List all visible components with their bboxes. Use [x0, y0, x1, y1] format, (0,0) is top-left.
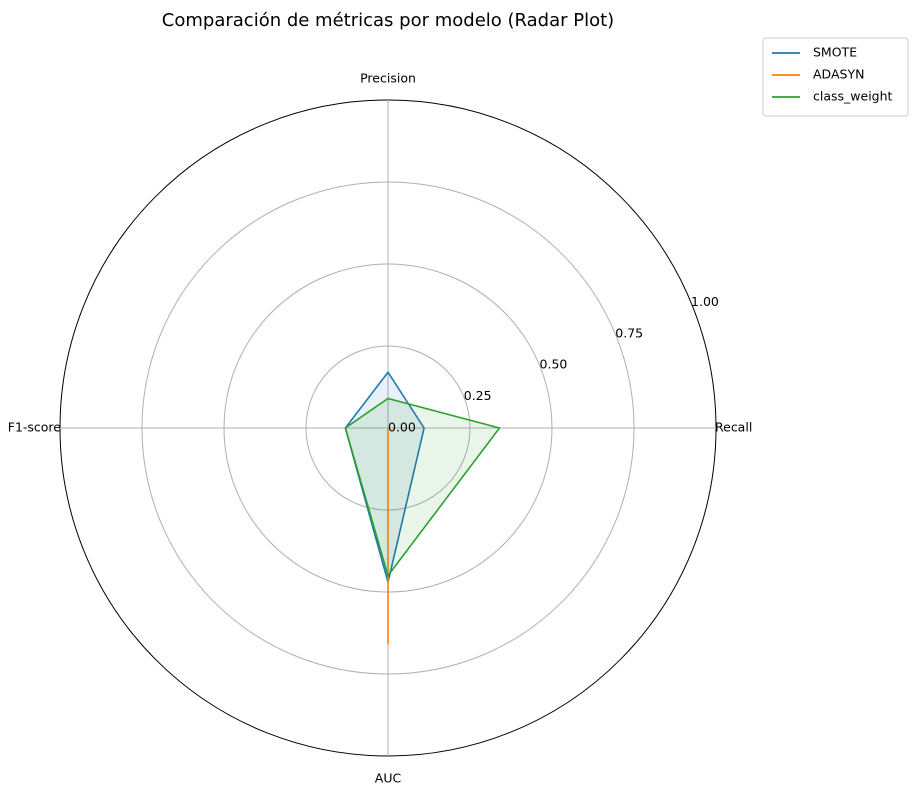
radial-tick-label: 0.50: [540, 357, 568, 372]
axis-label: F1-score: [8, 420, 62, 435]
series-fill: [345, 398, 500, 576]
series-fill: [345, 372, 425, 583]
chart-title: Comparación de métricas por modelo (Rada…: [162, 10, 614, 31]
axis-label: Precision: [360, 71, 416, 86]
series-line: [344, 397, 501, 578]
radial-tick-label: 1.00: [691, 294, 719, 309]
radar-series: [344, 370, 501, 645]
legend-label: SMOTE: [813, 45, 857, 60]
legend: SMOTE ADASYN class_weight: [762, 37, 909, 117]
legend-label: class_weight: [813, 89, 893, 104]
radar-labels: 0.00 0.25 0.50 0.75 1.00 Recall Precision F1-sc…: [8, 71, 753, 786]
axis-label: AUC: [375, 771, 402, 786]
axis-label: Recall: [715, 420, 752, 435]
radial-tick-label: 0.00: [388, 420, 416, 435]
legend-label: ADASYN: [813, 67, 864, 82]
radial-tick-label: 0.75: [615, 325, 643, 340]
radial-tick-label: 0.25: [464, 388, 492, 403]
